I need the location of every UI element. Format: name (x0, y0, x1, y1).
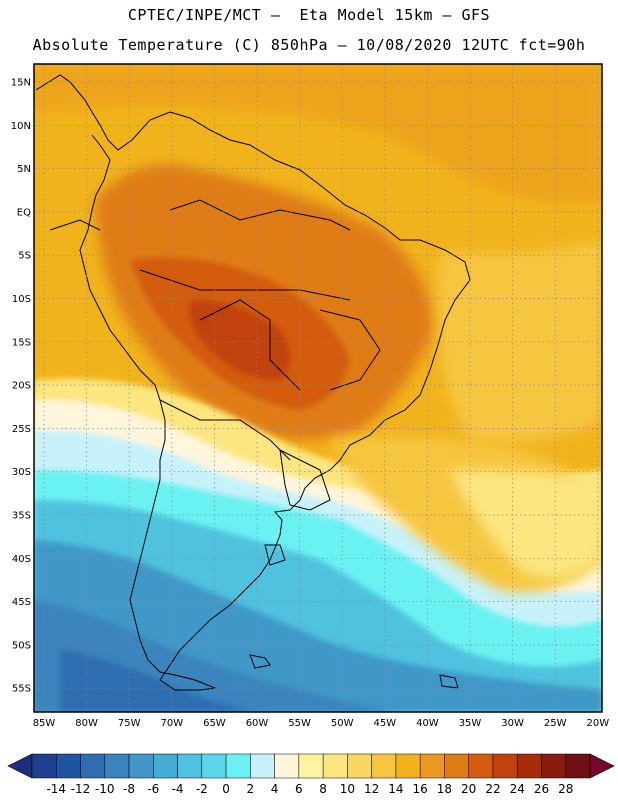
lon-label-60w: 60W (246, 718, 269, 729)
colorbar-label: 14 (388, 782, 403, 796)
colorbar-label: -2 (196, 782, 208, 796)
temperature-field (34, 64, 602, 712)
colorbar-swatch (225, 753, 251, 779)
colorbar-label: 10 (340, 782, 355, 796)
colorbar-label: 24 (510, 782, 525, 796)
colorbar-swatch (104, 753, 130, 779)
colorbar-label: 2 (247, 782, 255, 796)
colorbar-label: 0 (222, 782, 230, 796)
colorbar-swatch (468, 753, 494, 779)
lat-label-30s: 30S (12, 467, 31, 478)
colorbar-swatch (492, 753, 518, 779)
colorbar-right-arrow (589, 753, 615, 779)
longitude-labels: 85W 80W 75W 70W 65W 60W 55W 50W 45W 40W 35W 30W 25W 2… (33, 718, 610, 729)
colorbar-label: 18 (437, 782, 452, 796)
lat-lon-grid (34, 64, 602, 712)
colorbar-label: -10 (95, 782, 115, 796)
lon-label-75w: 75W (118, 718, 141, 729)
colorbar-label: -12 (71, 782, 91, 796)
lon-label-35w: 35W (459, 718, 482, 729)
lat-label-15s: 15S (12, 337, 31, 348)
lon-label-85w: 85W (33, 718, 56, 729)
colorbar-label: 6 (295, 782, 303, 796)
colorbar-label: 16 (413, 782, 428, 796)
colorbar-swatch (274, 753, 300, 779)
colorbar-swatch (56, 753, 81, 779)
colorbar-label: -4 (172, 782, 184, 796)
coastline-outlines (35, 74, 471, 691)
colorbar-swatch (565, 753, 591, 779)
colorbar-swatch (250, 753, 275, 779)
plot-frame (33, 63, 603, 713)
lat-label-eq: EQ (17, 207, 31, 218)
colorbar-swatch (419, 753, 445, 779)
colorbar-label: -6 (147, 782, 159, 796)
colorbar-label: 4 (271, 782, 279, 796)
colorbar-swatch (371, 753, 397, 779)
lat-label-35s: 35S (12, 511, 31, 522)
lat-label-55s: 55S (12, 684, 31, 695)
lon-label-30w: 30W (501, 718, 524, 729)
colorbar-swatch (298, 753, 324, 779)
lon-label-20w: 20W (586, 718, 609, 729)
colorbar-swatch (347, 753, 372, 779)
lon-label-80w: 80W (75, 718, 98, 729)
lat-label-5s: 5S (18, 251, 31, 262)
colorbar-label: 20 (461, 782, 476, 796)
colorbar-swatch (128, 753, 154, 779)
colorbar-label: 8 (319, 782, 327, 796)
lat-label-15n: 15N (11, 78, 31, 89)
lon-label-25w: 25W (544, 718, 567, 729)
lon-label-40w: 40W (416, 718, 439, 729)
lon-label-70w: 70W (160, 718, 183, 729)
colorbar-label: -14 (46, 782, 66, 796)
colorbar-swatch (153, 753, 178, 779)
lat-label-10n: 10N (11, 121, 31, 132)
colorbar-swatch (80, 753, 106, 779)
lat-label-10s: 10S (12, 294, 31, 305)
colorbar-swatch (516, 753, 542, 779)
colorbar-label: 22 (485, 782, 500, 796)
colorbar-left-arrow (7, 753, 33, 779)
lat-label-40s: 40S (12, 554, 31, 565)
colorbar-swatch (322, 753, 348, 779)
lon-label-45w: 45W (373, 718, 396, 729)
lat-label-50s: 50S (12, 640, 31, 651)
lat-label-5n: 5N (17, 164, 31, 175)
colorbar-swatch (395, 753, 421, 779)
map-title-line1: CPTEC/INPE/MCT – Eta Model 15km – GFS (127, 6, 491, 24)
colorbar-swatch (541, 753, 566, 779)
map-title-line2: Absolute Temperature (C) 850hPa – 10/08/… (32, 36, 586, 54)
lat-label-20s: 20S (12, 381, 31, 392)
colorbar-swatch (444, 753, 469, 779)
colorbar-swatch (201, 753, 227, 779)
latitude-labels: 15N 10N 5N EQ 5S 10S 15S 20S 25S 30S 35S 40S 45S 50S 5… (11, 78, 31, 695)
colorbar: -14 -12 -10 -8 -6 -4 -2 0 2 4 6 8 10 12 14 16 18 20 22 24 26… (7, 753, 615, 796)
colorbar-label: 26 (534, 782, 549, 796)
lat-label-45s: 45S (12, 597, 31, 608)
lon-label-55w: 55W (288, 718, 311, 729)
lon-label-50w: 50W (331, 718, 354, 729)
colorbar-label: -8 (123, 782, 135, 796)
lon-label-65w: 65W (203, 718, 226, 729)
colorbar-swatch (177, 753, 203, 779)
colorbar-label: 12 (364, 782, 379, 796)
colorbar-swatch (31, 753, 57, 779)
lat-label-25s: 25S (12, 424, 31, 435)
colorbar-label: 28 (558, 782, 573, 796)
